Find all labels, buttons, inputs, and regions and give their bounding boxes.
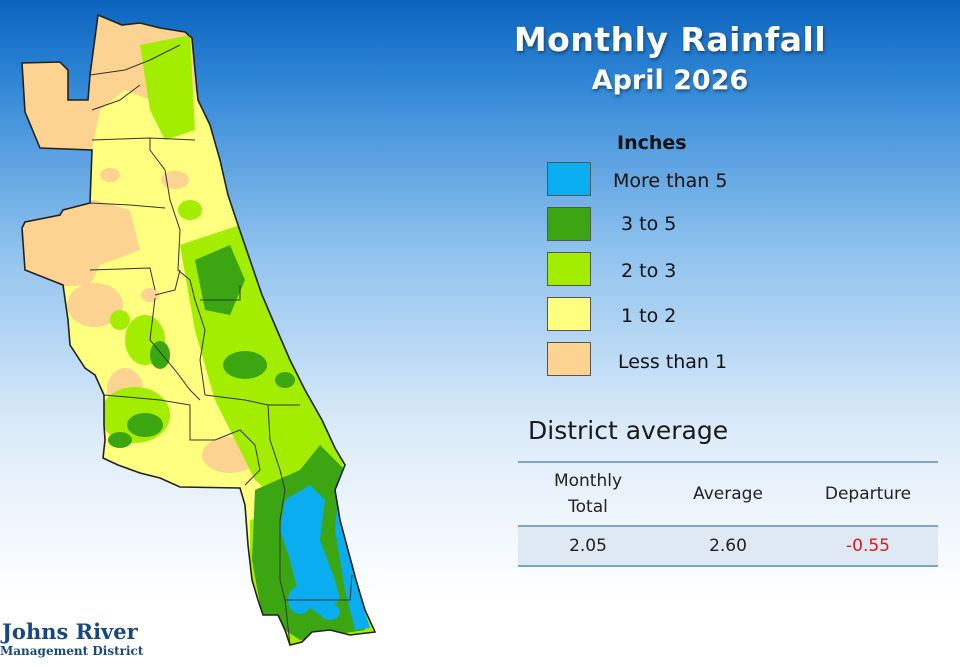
legend-swatch-less-than-1 — [547, 342, 591, 376]
legend-swatch-1-to-2 — [547, 297, 591, 331]
value-monthly-total: 2.05 — [518, 526, 658, 567]
header-monthly-total: Monthly Total — [518, 461, 658, 527]
map-title: Monthly Rainfall April 2026 — [480, 20, 860, 96]
rainfall-map — [21, 13, 377, 646]
county-lines — [89, 44, 353, 646]
legend-swatch-3-to-5 — [547, 207, 591, 241]
legend-label-less-than-1: Less than 1 — [618, 351, 728, 373]
logo-line-2: Management District — [0, 644, 144, 658]
district-outline — [21, 13, 377, 646]
legend-label-more-than-5: More than 5 — [613, 170, 728, 192]
sjrwmd-logo: Johns River Management District — [0, 619, 144, 659]
table-row: 2.05 2.60 -0.55 — [518, 526, 938, 567]
subtitle: April 2026 — [591, 65, 749, 96]
legend-label-2-to-3: 2 to 3 — [621, 260, 677, 282]
title: Monthly Rainfall — [513, 20, 827, 59]
legend-label-1-to-2: 1 to 2 — [621, 305, 677, 327]
header-departure: Departure — [798, 461, 938, 527]
table-header-row: Monthly Total Average Departure — [518, 461, 938, 527]
district-average-title: District average — [528, 416, 729, 445]
header-monthly-total-label: Monthly Total — [553, 471, 623, 517]
header-average: Average — [658, 461, 798, 527]
legend-title: Inches — [617, 132, 687, 154]
zone-less-than-1 — [22, 15, 258, 473]
logo-line-1: Johns River — [2, 619, 138, 644]
legend-swatch-2-to-3 — [547, 252, 591, 286]
value-departure: -0.55 — [798, 526, 938, 567]
district-average-table: Monthly Total Average Departure 2.05 2.60… — [518, 461, 938, 567]
value-average: 2.60 — [658, 526, 798, 567]
legend-swatch-more-than-5 — [547, 162, 591, 196]
legend-label-3-to-5: 3 to 5 — [621, 213, 677, 235]
